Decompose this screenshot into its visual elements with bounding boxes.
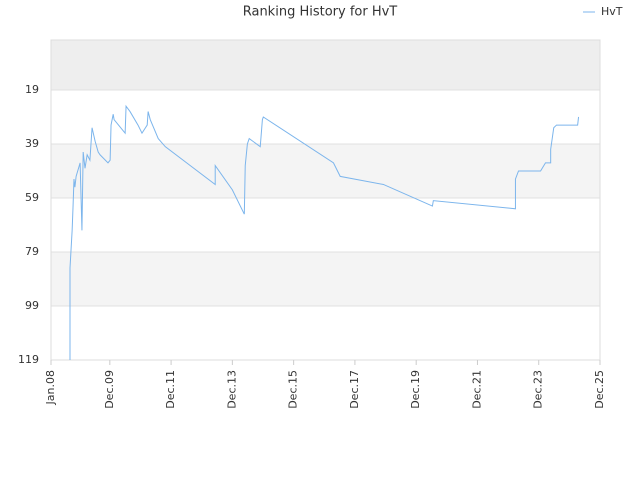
y-tick-label: 99 <box>25 299 39 312</box>
y-tick-label: 39 <box>25 137 39 150</box>
line <box>69 104 580 360</box>
x-tick-label: Dec.21 <box>470 370 483 409</box>
chart-title: Ranking History for HvT <box>243 5 398 20</box>
x-tick-label: Dec.11 <box>164 370 177 409</box>
band <box>51 40 600 90</box>
x-tick-label: Dec.23 <box>532 370 545 409</box>
x-tick-label: Dec.17 <box>348 370 361 409</box>
x-tick-label: Jan.08 <box>44 370 57 405</box>
y-tick-label: 79 <box>25 245 39 258</box>
legend-label: HvT <box>601 5 623 18</box>
band <box>51 305 600 360</box>
band <box>51 143 600 198</box>
x-tick-label: Dec.09 <box>103 370 116 409</box>
x-tick-label: Dec.25 <box>593 370 606 409</box>
x-tick-label: Dec.13 <box>225 370 238 409</box>
y-tick-label: 119 <box>18 353 39 366</box>
band <box>51 197 600 252</box>
x-tick-label: Dec.15 <box>287 370 300 409</box>
x-tick-label: Dec.19 <box>409 370 422 409</box>
plot-border <box>50 39 601 361</box>
band <box>51 89 600 144</box>
y-tick-label: 59 <box>25 191 39 204</box>
band <box>51 251 600 306</box>
y-tick-label: 19 <box>25 83 39 96</box>
